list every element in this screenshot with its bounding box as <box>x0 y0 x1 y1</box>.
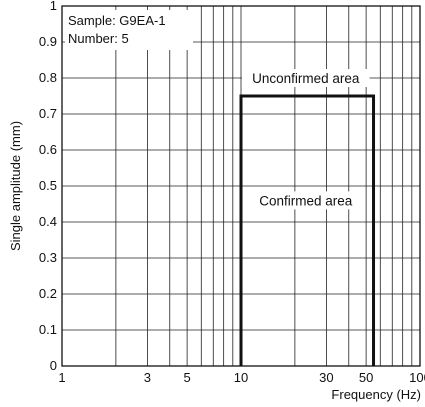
y-tick-label: 0.4 <box>39 214 57 229</box>
y-tick-label: 0.9 <box>39 34 57 49</box>
sample-note-box <box>65 10 193 50</box>
y-tick-label: 0 <box>50 358 57 373</box>
y-tick-label: 0.1 <box>39 322 57 337</box>
confirmed-area-label: Confirmed area <box>259 193 353 208</box>
x-tick-label: 5 <box>183 370 190 385</box>
plot-frame <box>61 5 421 367</box>
x-axis-title: Frequency (Hz) <box>331 387 421 402</box>
unconfirmed-area-label-bg <box>241 69 370 87</box>
tick-labels: 0 0.1 0.2 0.3 0.4 0.5 0.6 0.7 0.8 0.9 1 1 3 5 10 30 50 10… <box>39 0 425 385</box>
x-tick-label: 30 <box>319 370 333 385</box>
x-tick-label: 1 <box>58 370 65 385</box>
sample-label: Sample: G9EA-1 <box>68 13 166 28</box>
y-tick-label: 0.6 <box>39 142 57 157</box>
confirmed-area-label-bg <box>249 191 362 210</box>
y-tick-label: 0.2 <box>39 286 57 301</box>
x-tick-label: 100 <box>409 370 425 385</box>
y-tick-label: 0.8 <box>39 70 57 85</box>
y-tick-label: 0.5 <box>39 178 57 193</box>
y-axis-title: Single amplitude (mm) <box>8 121 23 251</box>
y-tick-label: 1 <box>50 0 57 13</box>
confirmed-area-boundary <box>239 94 376 366</box>
y-tick-label: 0.7 <box>39 106 57 121</box>
y-tick-label: 0.3 <box>39 250 57 265</box>
number-label: Number: 5 <box>68 31 129 46</box>
unconfirmed-area-label: Unconfirmed area <box>252 71 360 86</box>
x-tick-label: 50 <box>359 370 373 385</box>
x-tick-label: 10 <box>234 370 248 385</box>
x-tick-label: 3 <box>144 370 151 385</box>
